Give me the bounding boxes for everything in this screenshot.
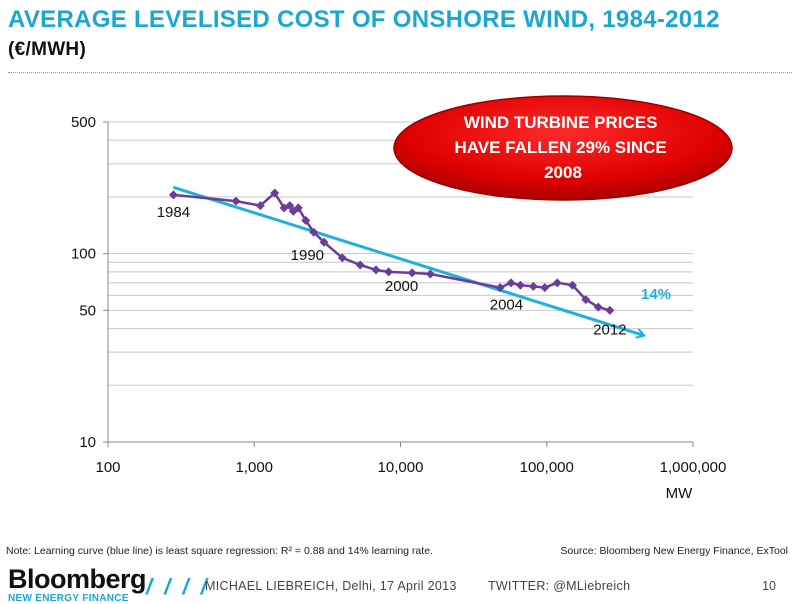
- page-number: 10: [762, 579, 776, 593]
- slash-decoration: / / / /: [146, 574, 210, 599]
- data-point-marker: [552, 278, 562, 288]
- y-tick-label: 500: [71, 114, 96, 131]
- data-point-marker: [309, 227, 319, 237]
- y-tick-label: 100: [71, 246, 96, 263]
- data-point-marker: [355, 260, 365, 270]
- data-point-marker: [270, 188, 280, 198]
- callout-oval: [393, 95, 733, 201]
- page-title: AVERAGE LEVELISED COST OF ONSHORE WIND, …: [8, 6, 788, 64]
- year-label: 2004: [490, 297, 523, 314]
- x-tick-label: 100,000: [520, 459, 574, 476]
- data-point-marker: [301, 215, 311, 225]
- callout-bubble: WIND TURBINE PRICES HAVE FALLEN 29% SINC…: [393, 95, 733, 201]
- data-point-marker: [285, 201, 295, 211]
- data-point-marker: [506, 278, 516, 288]
- data-point-marker: [407, 268, 417, 278]
- data-point-marker: [581, 295, 591, 305]
- data-point-marker: [593, 302, 603, 312]
- data-point-marker: [515, 280, 525, 290]
- x-tick-label: 1,000: [235, 459, 273, 476]
- data-point-marker: [528, 281, 538, 291]
- source-note: Source: Bloomberg New Energy Finance, Ex…: [560, 545, 788, 557]
- data-point-marker: [293, 203, 303, 213]
- data-point-marker: [337, 253, 347, 263]
- cost-chart: 100 1,000 10,000 100,000 1,000,000 10 50 100 50…: [71, 95, 733, 502]
- x-tick-label: 100: [95, 459, 120, 476]
- brand-logo: Bloomberg NEW ENERGY FINANCE: [8, 564, 147, 604]
- year-label: 1984: [157, 204, 190, 221]
- data-point-marker: [384, 267, 394, 277]
- author-line: MICHAEL LIEBREICH, Delhi, 17 April 2013: [205, 579, 457, 593]
- data-point-marker: [319, 237, 329, 247]
- data-point-marker: [568, 280, 578, 290]
- year-label: 1990: [291, 247, 324, 264]
- title-unit: (€/MWH): [8, 39, 87, 60]
- data-point-marker: [255, 201, 265, 211]
- y-tick-label: 50: [79, 302, 96, 319]
- title-main: AVERAGE LEVELISED COST OF ONSHORE WIND, …: [8, 6, 720, 33]
- year-label: 2000: [385, 278, 418, 295]
- brand-name: Bloomberg: [8, 564, 147, 594]
- callout-line-3: 2008: [544, 163, 582, 182]
- year-label: 2012: [593, 321, 626, 338]
- svg-text:WIND TURBINE PRICES HAVE: WIND TURBINE PRICES HAVE FALLEN 29% SINC…: [455, 113, 672, 182]
- x-tick-label: 1,000,000: [660, 459, 727, 476]
- data-point-marker: [495, 283, 505, 293]
- data-point-marker: [168, 190, 178, 200]
- brand-subtitle: NEW ENERGY FINANCE: [8, 593, 129, 604]
- title-divider: [8, 72, 792, 73]
- data-point-marker: [425, 269, 435, 279]
- data-point-marker: [371, 265, 381, 275]
- callout-line-2: HAVE FALLEN 29% SINCE: [455, 138, 667, 157]
- data-point-marker: [231, 196, 241, 206]
- y-tick-label: 10: [79, 434, 96, 451]
- callout-line-1: WIND TURBINE PRICES: [464, 113, 658, 132]
- learning-curve-line: [172, 185, 642, 335]
- learning-rate-label: 14%: [641, 286, 671, 303]
- x-axis-label: MW: [666, 485, 693, 502]
- x-tick-label: 10,000: [378, 459, 424, 476]
- data-point-marker: [540, 283, 550, 293]
- twitter-handle: TWITTER: @MLiebreich: [488, 579, 631, 593]
- data-point-marker: [605, 305, 615, 315]
- footnote: Note: Learning curve (blue line) is leas…: [6, 545, 433, 557]
